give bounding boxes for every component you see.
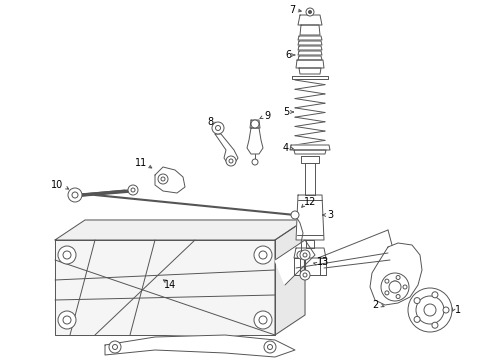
- Circle shape: [414, 298, 420, 303]
- Circle shape: [128, 185, 138, 195]
- Circle shape: [432, 292, 438, 298]
- Polygon shape: [250, 120, 260, 128]
- Polygon shape: [320, 258, 326, 275]
- Circle shape: [259, 316, 267, 324]
- Polygon shape: [301, 156, 319, 163]
- Polygon shape: [294, 248, 326, 258]
- Circle shape: [291, 211, 299, 219]
- Text: 11: 11: [135, 158, 147, 168]
- Circle shape: [63, 251, 71, 259]
- Text: 10: 10: [51, 180, 63, 190]
- Text: 3: 3: [327, 210, 333, 220]
- Polygon shape: [298, 41, 322, 45]
- Polygon shape: [298, 51, 322, 55]
- Circle shape: [300, 270, 310, 280]
- Polygon shape: [292, 76, 328, 79]
- Circle shape: [259, 251, 267, 259]
- Polygon shape: [155, 167, 185, 193]
- Circle shape: [229, 159, 233, 163]
- Circle shape: [416, 296, 444, 324]
- Circle shape: [254, 246, 272, 264]
- Circle shape: [58, 246, 76, 264]
- Polygon shape: [298, 46, 322, 50]
- Polygon shape: [275, 240, 315, 285]
- Circle shape: [381, 273, 409, 301]
- Circle shape: [264, 341, 276, 353]
- Circle shape: [212, 122, 224, 134]
- Polygon shape: [370, 243, 422, 305]
- Polygon shape: [290, 145, 330, 150]
- Text: 7: 7: [289, 5, 295, 15]
- Polygon shape: [298, 15, 322, 25]
- Text: 8: 8: [207, 117, 213, 127]
- Circle shape: [385, 291, 389, 295]
- Polygon shape: [305, 163, 315, 195]
- Circle shape: [158, 174, 168, 184]
- Polygon shape: [298, 36, 322, 40]
- Polygon shape: [306, 240, 314, 248]
- Text: 1: 1: [455, 305, 461, 315]
- Circle shape: [251, 120, 259, 128]
- Polygon shape: [275, 220, 305, 335]
- Circle shape: [161, 177, 165, 181]
- Circle shape: [303, 253, 307, 257]
- Circle shape: [297, 251, 305, 259]
- Circle shape: [254, 311, 272, 329]
- Polygon shape: [299, 68, 321, 74]
- Circle shape: [268, 345, 272, 350]
- Circle shape: [389, 281, 401, 293]
- Text: 5: 5: [283, 107, 289, 117]
- Circle shape: [216, 126, 220, 131]
- Circle shape: [252, 159, 258, 165]
- Circle shape: [396, 275, 400, 279]
- Polygon shape: [215, 134, 238, 164]
- Circle shape: [408, 288, 452, 332]
- Circle shape: [113, 345, 118, 350]
- Polygon shape: [55, 240, 275, 335]
- Text: 9: 9: [264, 111, 270, 121]
- Text: 12: 12: [304, 197, 316, 207]
- Circle shape: [300, 250, 310, 260]
- Polygon shape: [296, 195, 324, 240]
- Circle shape: [131, 188, 135, 192]
- Circle shape: [306, 8, 314, 16]
- Circle shape: [414, 316, 420, 323]
- Circle shape: [309, 10, 312, 14]
- Circle shape: [391, 281, 399, 289]
- Text: 13: 13: [317, 257, 329, 267]
- Circle shape: [396, 294, 400, 298]
- Circle shape: [109, 341, 121, 353]
- Circle shape: [387, 277, 403, 293]
- Circle shape: [385, 279, 389, 283]
- Circle shape: [63, 316, 71, 324]
- Circle shape: [443, 307, 449, 313]
- Polygon shape: [105, 335, 295, 357]
- Circle shape: [68, 188, 82, 202]
- Text: 4: 4: [283, 143, 289, 153]
- Polygon shape: [300, 25, 320, 35]
- Circle shape: [432, 322, 438, 328]
- Circle shape: [72, 192, 78, 198]
- Text: 14: 14: [164, 280, 176, 290]
- Circle shape: [424, 304, 436, 316]
- Text: 2: 2: [372, 300, 378, 310]
- Circle shape: [403, 285, 407, 289]
- Polygon shape: [55, 220, 305, 240]
- Polygon shape: [294, 150, 326, 154]
- Polygon shape: [298, 56, 322, 60]
- Polygon shape: [247, 128, 263, 154]
- Circle shape: [226, 156, 236, 166]
- Text: 6: 6: [285, 50, 291, 60]
- Polygon shape: [294, 258, 300, 275]
- Circle shape: [58, 311, 76, 329]
- Circle shape: [303, 273, 307, 277]
- Polygon shape: [296, 60, 324, 68]
